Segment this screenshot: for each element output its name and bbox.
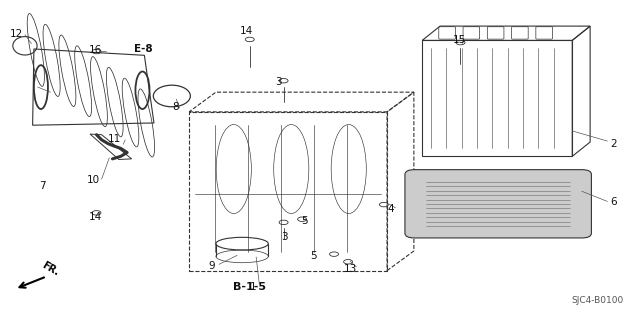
Text: 14: 14 (240, 26, 253, 36)
Text: SJC4-B0100: SJC4-B0100 (571, 296, 623, 305)
Text: B-1-5: B-1-5 (233, 282, 266, 292)
Text: 5: 5 (301, 216, 307, 226)
Text: FR.: FR. (40, 260, 61, 278)
Text: 13: 13 (344, 264, 357, 274)
Text: 7: 7 (39, 182, 45, 191)
Text: 3: 3 (282, 232, 288, 242)
Text: 14: 14 (88, 212, 102, 222)
Text: 3: 3 (275, 77, 282, 87)
Text: 15: 15 (453, 35, 466, 45)
Text: 10: 10 (87, 175, 100, 185)
Text: E-8: E-8 (134, 44, 152, 54)
Text: 5: 5 (310, 251, 317, 261)
Text: 12: 12 (10, 29, 24, 39)
Text: 11: 11 (108, 134, 121, 144)
Text: 9: 9 (208, 261, 215, 271)
Text: 8: 8 (172, 102, 179, 112)
Text: 16: 16 (88, 45, 102, 55)
Text: 6: 6 (611, 197, 617, 207)
Text: 1: 1 (250, 282, 256, 292)
FancyBboxPatch shape (405, 170, 591, 238)
Text: 2: 2 (611, 139, 617, 149)
Text: 4: 4 (387, 204, 394, 214)
